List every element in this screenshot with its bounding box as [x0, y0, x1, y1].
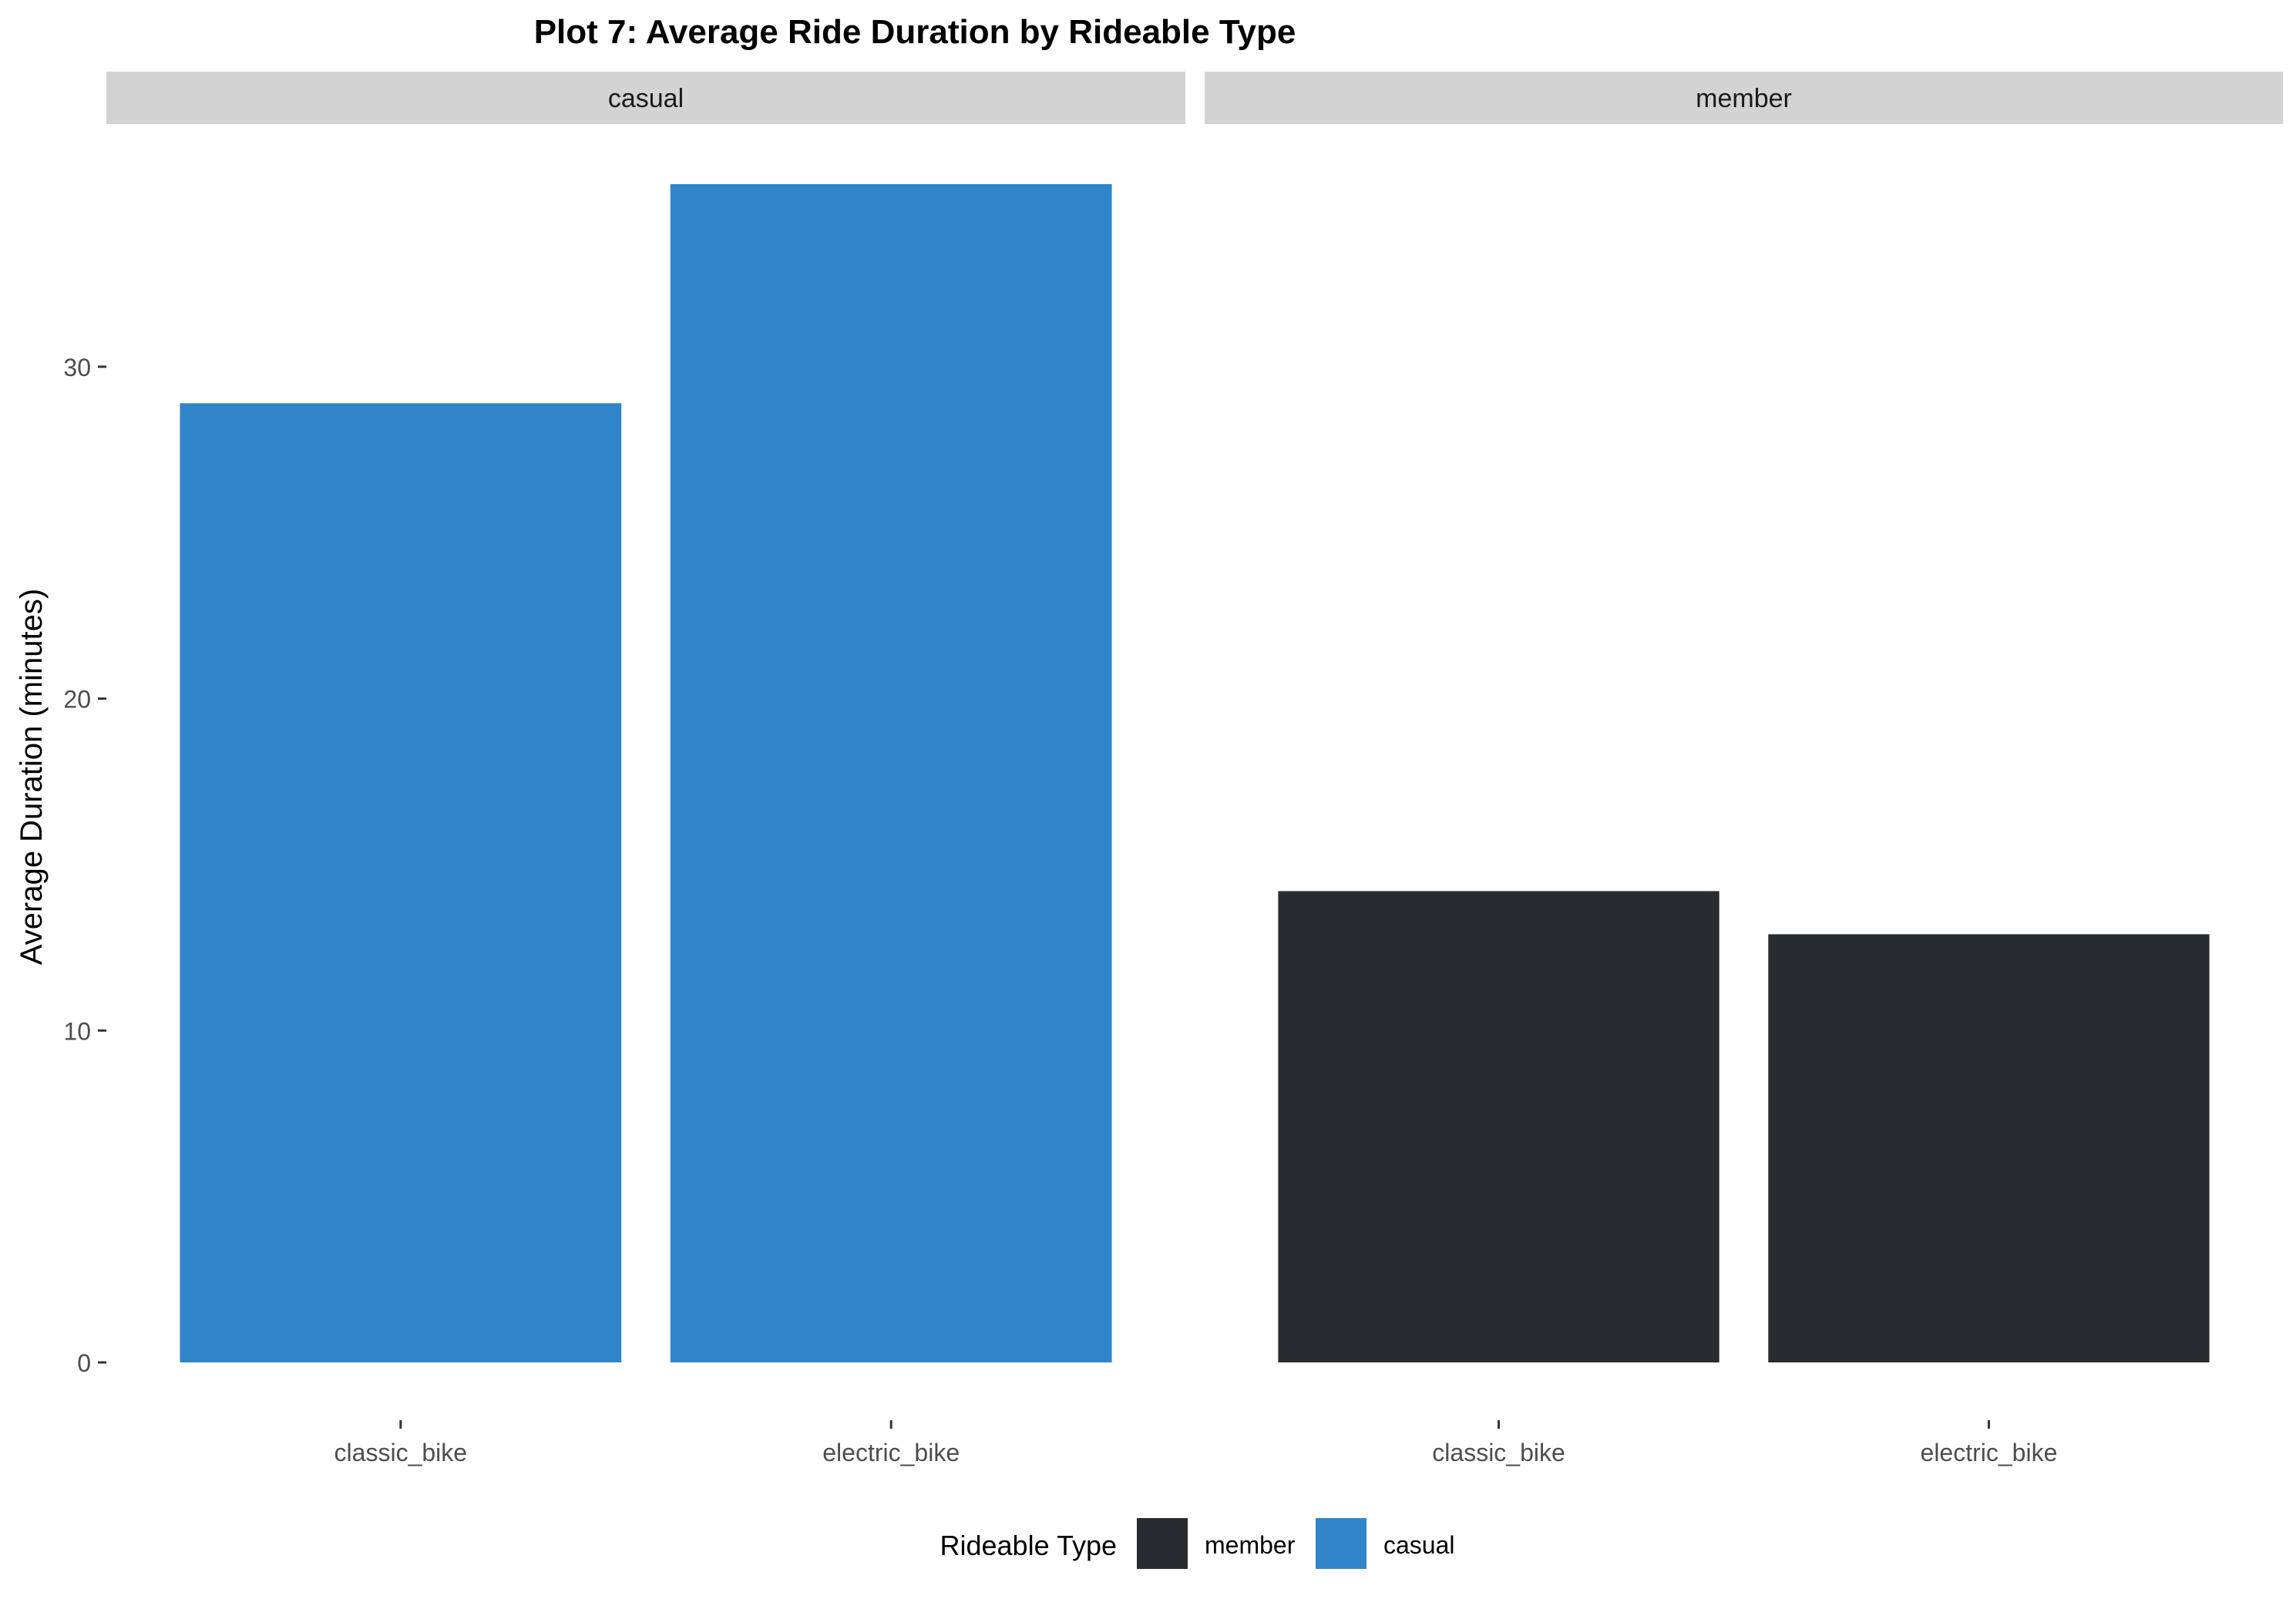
facet-strip [106, 72, 1185, 124]
facet-strip [1205, 72, 2283, 124]
x-tick-label: electric_bike [1921, 1439, 2058, 1466]
y-tick-label: 30 [63, 354, 91, 381]
y-tick-label: 10 [63, 1017, 91, 1045]
x-tick-label: classic_bike [334, 1439, 468, 1466]
bar-casual-electric_bike [670, 184, 1112, 1362]
y-axis-label: Average Duration (minutes) [15, 589, 49, 965]
facet-strip-label: member [1696, 84, 1792, 113]
facet-strip-label: casual [608, 84, 684, 113]
bar-member-electric_bike [1768, 934, 2210, 1362]
legend-title: Rideable Type [940, 1530, 1118, 1561]
y-axis: 0 10 20 30 [63, 354, 106, 1377]
legend-entries: member casual [1137, 1518, 1455, 1569]
facets: casual classic_bike electric_bike member cla… [106, 72, 2283, 1466]
x-tick-label: classic_bike [1432, 1439, 1565, 1466]
legend-swatch-casual [1316, 1518, 1367, 1569]
facet-member: member classic_bike electric_bike [1205, 72, 2283, 1466]
x-tick-label: electric_bike [822, 1439, 960, 1466]
legend-swatch-member [1137, 1518, 1188, 1569]
bar-casual-classic_bike [180, 403, 622, 1362]
legend-label-member: member [1205, 1531, 1296, 1559]
chart-title: Plot 7: Average Ride Duration by Rideabl… [534, 13, 1296, 51]
bar-member-classic_bike [1278, 891, 1719, 1362]
facet-casual: casual classic_bike electric_bike [106, 72, 1185, 1466]
y-tick-label: 20 [63, 686, 91, 714]
legend: Rideable Type member casual [940, 1518, 1455, 1569]
y-tick-label: 0 [77, 1349, 91, 1377]
legend-label-casual: casual [1383, 1531, 1455, 1559]
